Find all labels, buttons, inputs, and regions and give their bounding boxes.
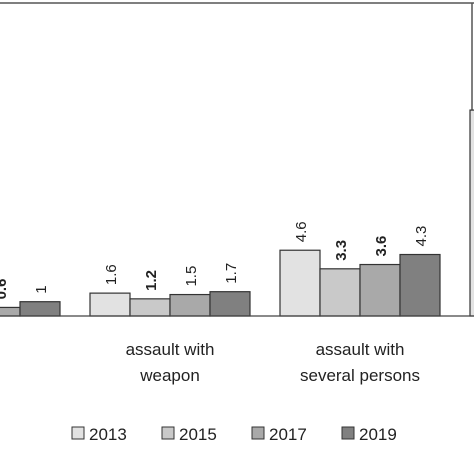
bar (89, 292, 131, 317)
value-label: 1.6 (103, 264, 120, 285)
bar (0, 306, 21, 317)
value-label: 3.6 (373, 236, 390, 257)
value-label: 4.6 (293, 221, 310, 242)
bar (319, 268, 361, 317)
bar (129, 298, 171, 317)
bar (209, 291, 251, 317)
bar (169, 293, 211, 317)
x-tick-label: assault with several persons (300, 340, 420, 385)
value-label: 1.2 (143, 270, 160, 291)
value-label: 1 (33, 285, 50, 293)
value-label: 1.7 (223, 263, 240, 284)
value-label: 3.3 (333, 240, 350, 261)
value-label: 4.3 (413, 226, 430, 247)
legend-swatch (251, 426, 265, 440)
bar (359, 263, 401, 317)
legend-label: 2017 (269, 425, 307, 444)
value-label: 1.5 (183, 266, 200, 287)
bar (399, 253, 441, 317)
legend-label: 2013 (89, 425, 127, 444)
legend-label: 2019 (359, 425, 397, 444)
bar (469, 109, 474, 317)
legend-swatch (71, 426, 85, 440)
bar (279, 249, 321, 317)
legend-label: 2015 (179, 425, 217, 444)
legend-swatch (161, 426, 175, 440)
x-tick-label: assault with weapon (126, 340, 215, 385)
legend-swatch (341, 426, 355, 440)
bar (19, 301, 61, 317)
value-label: 0.6 (0, 279, 10, 300)
